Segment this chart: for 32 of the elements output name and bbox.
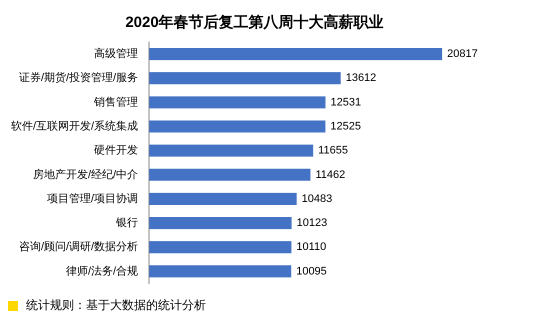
data-label: 10123 (296, 217, 328, 230)
bar (149, 192, 297, 205)
data-label: 11462 (315, 168, 346, 181)
y-tick-label: 咨询/顾问/调研/数据分析 (18, 241, 138, 254)
y-tick-label: 项目管理/项目协调 (47, 192, 138, 205)
bar (149, 96, 326, 108)
text: 统计规则：基于大数据的统计分析 (26, 297, 206, 314)
y-tick-label: 硬件开发 (94, 144, 138, 157)
chart-title: 2020年春节后复工第八周十大高薪职业 (125, 13, 384, 32)
bar (149, 168, 310, 181)
bar (149, 217, 292, 230)
data-label: 11655 (318, 144, 348, 157)
bar (149, 265, 292, 278)
bar (149, 241, 292, 254)
y-tick-label: 高级管理 (94, 47, 138, 60)
y-tick-label: 房地产开发/经纪/中介 (32, 168, 138, 181)
data-label: 13612 (346, 72, 376, 84)
y-tick-label: 银行 (115, 217, 138, 230)
bar (149, 120, 326, 133)
data-label: 12531 (330, 96, 362, 108)
data-label: 10095 (296, 265, 327, 278)
bar (149, 144, 314, 157)
data-label: 10483 (302, 192, 332, 205)
data-label: 10110 (296, 241, 326, 254)
y-tick-label: 软件/互联网开发/系统集成 (10, 120, 138, 133)
bar (149, 48, 442, 60)
y-tick-label: 销售管理 (93, 96, 138, 108)
bar (149, 72, 341, 84)
data-label: 12525 (330, 120, 361, 133)
y-tick-label: 律师/法务/合规 (66, 264, 138, 278)
data-label: 20817 (447, 48, 478, 60)
y-tick-label: 证券/期货/投资管理/服务 (18, 71, 138, 84)
